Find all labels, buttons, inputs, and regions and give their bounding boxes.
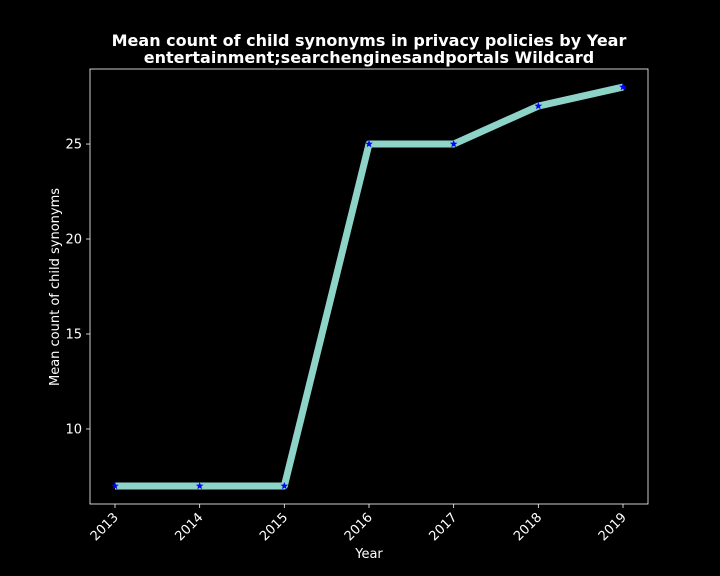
data-point-marker [365, 140, 373, 148]
data-point-marker [534, 102, 543, 110]
y-axis: 10 15 20 25 [65, 138, 90, 437]
data-point-marker [280, 481, 289, 490]
y-axis-label: Mean count of child synonyms [48, 188, 63, 386]
series-layer [111, 83, 627, 490]
data-point-marker [195, 481, 204, 490]
y-tick-label: 10 [65, 422, 82, 437]
data-point-marker [449, 140, 458, 148]
y-tick-label: 15 [65, 327, 82, 342]
y-tick-label: 25 [65, 138, 82, 153]
x-axis-label: Year [354, 547, 383, 562]
y-tick-label: 20 [65, 233, 82, 248]
chart-subtitle: entertainment;searchenginesandportals Wi… [144, 48, 595, 67]
data-point-marker [111, 481, 119, 490]
data-point-marker [619, 83, 627, 91]
chart-title: Mean count of child synonyms in privacy … [112, 31, 627, 50]
